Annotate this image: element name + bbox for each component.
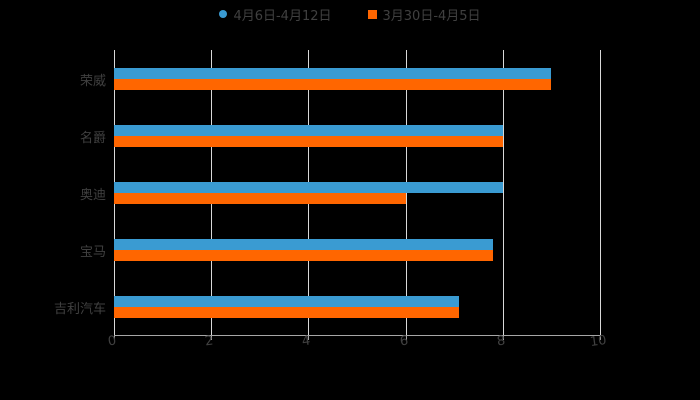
gridline <box>503 50 504 335</box>
legend-square-icon <box>367 9 377 19</box>
legend-label: 4月6日-4月12日 <box>233 8 332 24</box>
y-category-label: 荣威 <box>79 73 106 89</box>
bar-week2[interactable] <box>114 295 460 307</box>
y-category-label: 奥迪 <box>79 187 106 203</box>
legend-label: 3月30日-4月5日 <box>382 8 481 24</box>
y-category-label: 吉利汽车 <box>53 301 106 317</box>
bar-week1[interactable] <box>114 78 552 90</box>
x-tick <box>503 335 504 340</box>
chart-legend: 4月6日-4月12日 3月30日-4月5日 <box>0 4 700 24</box>
bar-week2[interactable] <box>114 124 503 136</box>
y-category-label: 宝马 <box>79 244 106 260</box>
gridline <box>406 50 407 335</box>
bar-week2[interactable] <box>114 238 494 250</box>
bar-week2[interactable] <box>114 181 503 193</box>
gridline <box>600 50 601 335</box>
bar-week1[interactable] <box>114 192 406 204</box>
legend-item-week1[interactable]: 3月30日-4月5日 <box>367 5 481 24</box>
x-axis-line <box>114 335 601 336</box>
plot-area <box>114 50 601 335</box>
bar-week1[interactable] <box>114 135 503 147</box>
bar-week1[interactable] <box>114 306 460 318</box>
x-tick <box>406 335 407 340</box>
bar-week1[interactable] <box>114 249 494 261</box>
y-category-label: 名爵 <box>79 130 106 146</box>
legend-item-week2[interactable]: 4月6日-4月12日 <box>219 5 332 24</box>
x-tick-label: 10 <box>589 332 608 351</box>
x-tick <box>308 335 309 340</box>
x-tick <box>600 335 601 340</box>
x-tick <box>114 335 115 340</box>
x-tick <box>211 335 212 340</box>
legend-circle-icon <box>219 10 228 18</box>
bar-week2[interactable] <box>114 67 552 79</box>
